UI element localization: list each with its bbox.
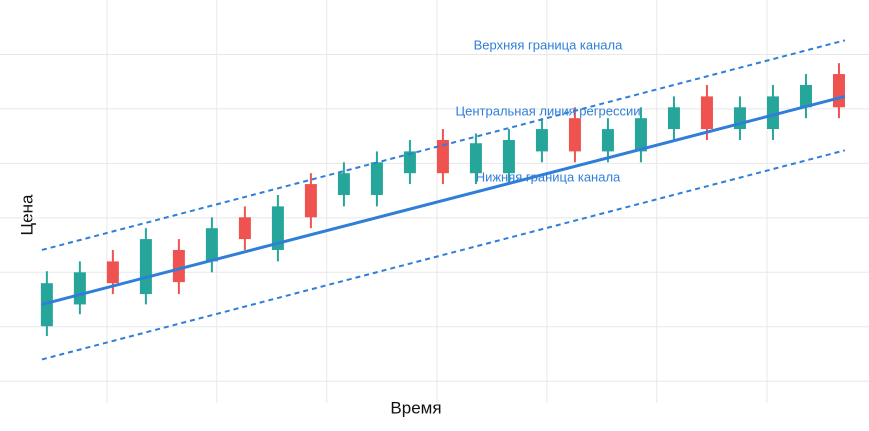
line-annotation: Верхняя граница канала	[474, 37, 623, 52]
candle-body	[766, 96, 779, 130]
candle-body	[172, 249, 185, 283]
candle-body	[568, 118, 581, 152]
candle-body	[634, 118, 647, 152]
candle-body	[535, 129, 548, 152]
regression-line	[41, 94, 846, 306]
y-axis-label: Цена	[17, 194, 36, 235]
candle-body	[469, 143, 482, 174]
candle-body	[403, 151, 416, 174]
candle-body	[106, 261, 119, 284]
candle-body	[139, 239, 152, 295]
candle-body	[436, 139, 449, 174]
candle-body	[502, 139, 515, 174]
candle-body	[271, 206, 284, 250]
candle-body	[337, 173, 350, 195]
candle-body	[238, 217, 251, 240]
candle-body	[601, 129, 614, 152]
candle-body	[205, 228, 218, 262]
candle-body	[667, 107, 680, 130]
line-annotation: Центральная линия регрессии	[456, 103, 641, 118]
candle-body	[799, 84, 812, 108]
line-annotation: Нижняя граница канала	[476, 169, 621, 184]
regression-line	[41, 39, 846, 251]
candle-body	[832, 74, 845, 108]
candle-body	[304, 184, 317, 218]
x-axis-label: Время	[390, 398, 441, 417]
candle-body	[700, 96, 713, 130]
candle-body	[40, 283, 53, 327]
candle-body	[370, 162, 383, 195]
regression-line	[41, 149, 846, 361]
candle-body	[73, 272, 86, 305]
